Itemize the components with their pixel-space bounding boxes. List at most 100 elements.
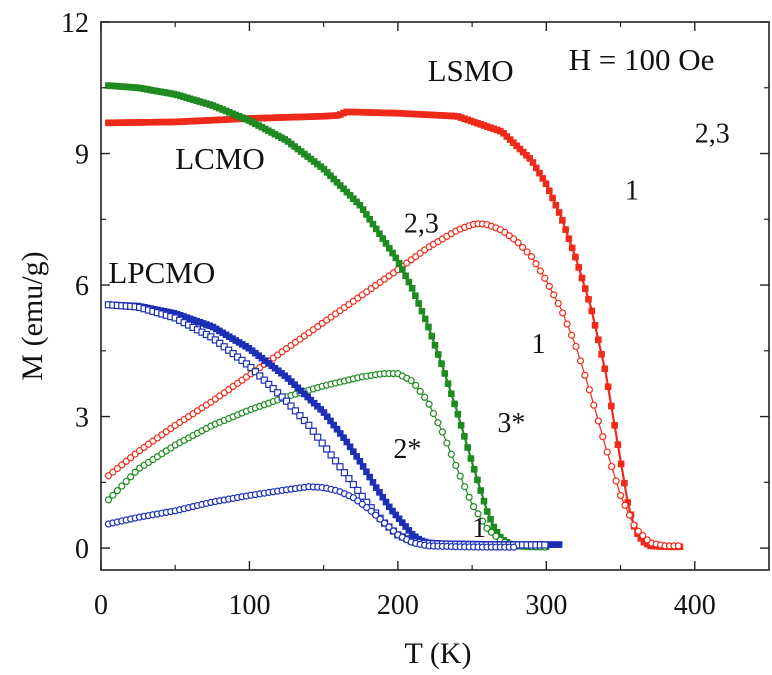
- data-point: [518, 243, 527, 251]
- data-point: [510, 235, 518, 243]
- data-point: [487, 515, 494, 523]
- data-point: [287, 402, 295, 410]
- data-point: [443, 439, 451, 447]
- annotation-label: 1: [625, 176, 639, 207]
- data-point: [464, 444, 471, 451]
- data-point: [456, 472, 464, 480]
- data-point: [372, 511, 380, 519]
- data-point: [429, 409, 438, 418]
- data-point: [477, 487, 485, 494]
- data-point: [470, 466, 478, 473]
- data-point: [291, 407, 300, 415]
- data-point: [567, 331, 576, 339]
- data-point: [616, 491, 625, 500]
- data-point: [305, 421, 313, 429]
- series-layer: [104, 82, 684, 551]
- data-point: [625, 511, 634, 519]
- annotation-label: LCMO: [175, 141, 265, 176]
- data-point: [469, 503, 478, 511]
- data-point: [412, 292, 419, 300]
- annotation-layer: H = 100 Oe LSMO LCMO LPCMO 2,3 1 2,3 1 3* 2* 1: [108, 42, 729, 544]
- y-tick-label: 3: [75, 403, 89, 434]
- data-point: [608, 462, 616, 471]
- data-point: [617, 460, 625, 468]
- data-point: [421, 315, 429, 323]
- data-point: [269, 384, 277, 393]
- data-point: [402, 272, 409, 280]
- data-point: [588, 307, 596, 315]
- data-point: [572, 253, 579, 261]
- data-point: [555, 541, 563, 548]
- data-point: [131, 468, 139, 476]
- data-point: [563, 320, 571, 328]
- annotation-label: LSMO: [428, 53, 514, 88]
- data-point: [278, 393, 286, 401]
- data-point: [354, 486, 362, 495]
- series-1: [104, 220, 683, 550]
- data-point: [416, 387, 424, 395]
- data-point: [532, 260, 540, 268]
- data-point: [467, 455, 475, 462]
- data-point: [608, 402, 615, 410]
- data-point: [634, 527, 642, 535]
- y-tick-label: 6: [75, 271, 89, 302]
- data-point: [483, 524, 491, 532]
- data-point: [296, 412, 304, 420]
- data-point: [428, 332, 436, 340]
- annotation-label: LPCMO: [108, 255, 215, 290]
- data-point: [399, 266, 406, 273]
- data-point: [407, 377, 415, 385]
- data-point: [480, 497, 488, 505]
- data-point: [590, 401, 598, 409]
- data-point: [323, 445, 331, 453]
- data-point: [314, 433, 322, 441]
- data-point: [425, 400, 433, 408]
- data-point: [247, 363, 255, 372]
- data-point: [536, 267, 544, 275]
- annotation-label: 3*: [497, 408, 525, 439]
- labels-layer: 0 100 200 300 400 0 3 6 9 12: [61, 8, 716, 621]
- data-point: [331, 457, 340, 465]
- data-point: [441, 370, 449, 377]
- data-point: [438, 428, 447, 436]
- data-point: [309, 427, 317, 435]
- data-point: [603, 448, 611, 456]
- data-point: [113, 487, 121, 495]
- y-axis-title: M (emu/g): [16, 251, 49, 380]
- data-point: [575, 264, 582, 271]
- data-point: [599, 433, 607, 441]
- data-point: [549, 194, 556, 202]
- data-point: [127, 454, 135, 462]
- annotation-label: 2*: [393, 434, 421, 465]
- data-point: [457, 421, 465, 429]
- data-point: [282, 397, 291, 405]
- data-point: [621, 479, 628, 487]
- data-point: [465, 493, 473, 501]
- data-point: [434, 419, 442, 427]
- data-point: [118, 461, 126, 469]
- data-point: [594, 336, 602, 344]
- data-point: [527, 252, 536, 261]
- data-point: [118, 482, 126, 490]
- data-point: [552, 201, 560, 209]
- data-point: [578, 274, 586, 282]
- data-point: [554, 299, 562, 308]
- data-point: [109, 468, 117, 476]
- data-point: [363, 503, 371, 512]
- data-point: [256, 372, 264, 380]
- annotation-label: 2,3: [695, 119, 730, 150]
- data-point: [104, 472, 113, 480]
- data-point: [340, 469, 349, 477]
- plot-frame: [100, 21, 770, 571]
- data-point: [242, 360, 251, 368]
- data-point: [405, 278, 413, 286]
- data-point: [621, 501, 629, 509]
- data-point: [358, 492, 366, 500]
- data-point: [604, 383, 612, 391]
- data-point: [376, 515, 384, 523]
- data-point: [109, 491, 117, 499]
- data-point: [327, 451, 335, 459]
- data-point: [461, 433, 468, 440]
- x-tick-label: 300: [525, 590, 567, 621]
